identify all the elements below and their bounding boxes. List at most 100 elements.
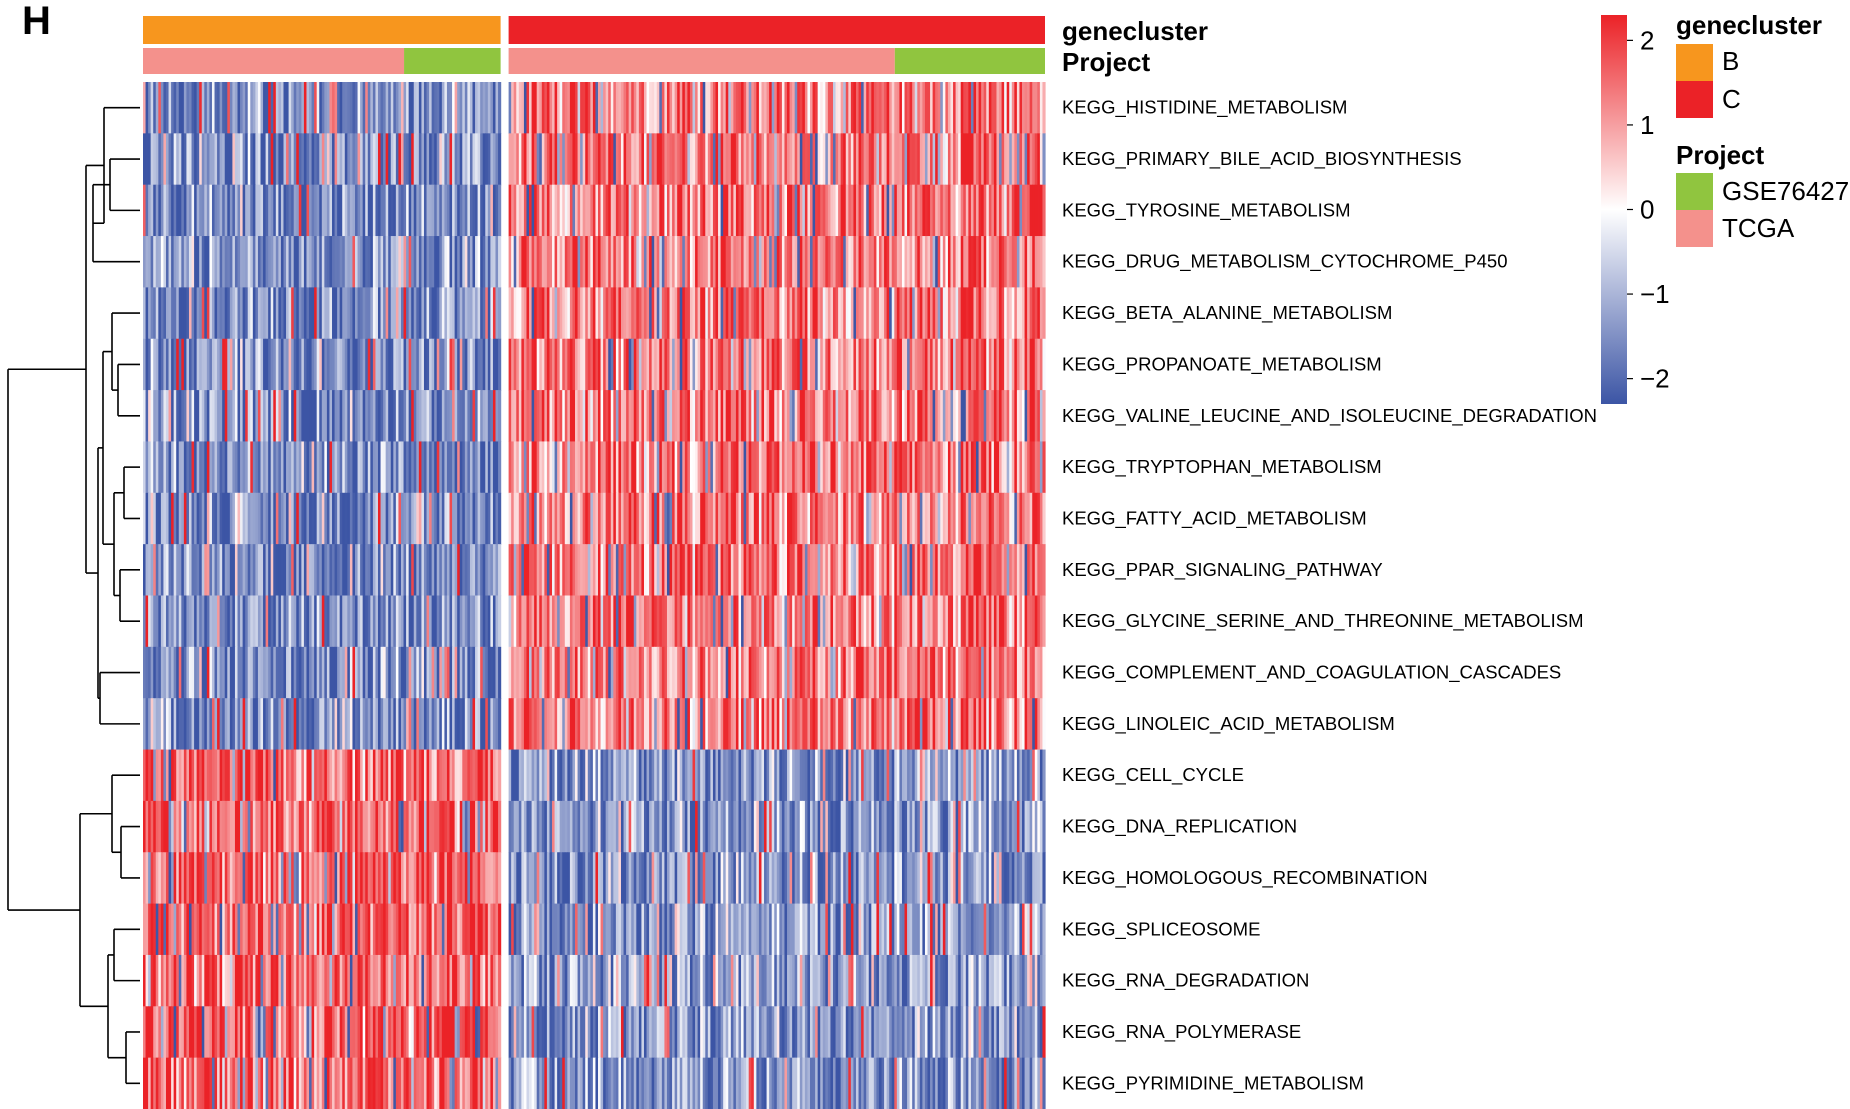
heatmap-cell [459,698,463,751]
heatmap-row [143,595,1046,648]
heatmap-cell [1034,749,1038,802]
heatmap-cell [746,287,750,340]
heatmap-cell [715,184,719,237]
heatmap-cell [314,646,318,699]
heatmap-cell [743,646,747,699]
heatmap-cell [968,441,972,494]
heatmap-cell [935,236,939,288]
heatmap-cell [789,698,793,751]
heatmap-cell [853,492,857,545]
heatmap-cell [603,390,607,443]
heatmap-cell [955,133,959,186]
heatmap-cell [546,646,551,699]
heatmap-cell [201,184,205,237]
heatmap-cell [595,441,599,494]
heatmap-cell [469,441,474,494]
heatmap-cell [702,595,706,648]
heatmap-cell [163,595,167,648]
heatmap-cell [1029,544,1033,597]
heatmap-cell [388,338,392,391]
heatmap-cell [183,749,188,802]
heatmap-cell [357,338,361,391]
heatmap-cell [385,698,389,751]
heatmap-cell [288,390,292,443]
heatmap-cell [342,544,346,597]
heatmap-cell [761,595,765,648]
heatmap-cell [672,82,676,134]
heatmap-cell [654,646,658,699]
heatmap-cell [557,338,561,391]
heatmap-cell [441,544,445,597]
heatmap-cell [592,544,597,597]
heatmap-cell [1004,698,1008,751]
heatmap-cell [855,441,860,494]
heatmap-cell [240,492,244,545]
heatmap-cell [209,749,213,802]
heatmap-cell [370,441,374,494]
heatmap-cell [641,595,645,648]
heatmap-cell [643,492,648,545]
heatmap-cell [562,236,566,288]
heatmap-cell [521,646,525,699]
heatmap-cell [326,133,331,186]
heatmap-cell [188,287,193,340]
heatmap-cell [209,82,213,134]
heatmap-cell [518,698,522,751]
heatmap-cell [572,544,576,597]
heatmap-cell [1016,236,1021,288]
heatmap-cell [490,544,494,597]
heatmap-cell [516,492,520,545]
heatmap-cell [296,287,300,340]
heatmap-cell [615,749,620,802]
heatmap-cell [380,236,384,288]
heatmap-cell [728,646,732,699]
heatmap-cell [968,184,972,237]
heatmap-cell [656,441,660,494]
heatmap-cell [400,184,405,237]
heatmap-cell [557,595,561,648]
heatmap-cell [815,390,819,443]
heatmap-cell [171,800,175,853]
heatmap-cell [817,646,821,699]
heatmap-cell [347,595,351,648]
heatmap-cell [480,287,484,340]
heatmap-cell [339,82,343,134]
heatmap-cell [868,698,872,751]
heatmap-cell [188,133,193,186]
heatmap-cell [418,492,423,545]
heatmap-cell [792,646,796,699]
heatmap-cell [832,390,837,443]
heatmap-cell [702,133,706,186]
heatmap-cell [764,184,768,237]
heatmap-cell [275,492,279,545]
heatmap-cell [996,492,1000,545]
heatmap-cell [188,441,193,494]
heatmap-cell [155,236,159,288]
heatmap-cell [1022,544,1026,597]
heatmap-cell [575,698,579,751]
heatmap-cell [991,133,995,186]
heatmap-cell [912,441,916,494]
heatmap-cell [155,390,159,443]
heatmap-cell [628,698,632,751]
heatmap-cell [347,749,351,802]
heatmap-cell [296,492,300,545]
heatmap-cell [595,698,599,751]
heatmap-cell [575,492,579,545]
heatmap-cell [784,82,788,134]
heatmap-cell [832,338,837,391]
heatmap-cell [344,338,348,391]
heatmap-cell [838,698,842,751]
heatmap-cell [546,338,551,391]
heatmap-cell [552,544,556,597]
heatmap-cell [728,595,732,648]
heatmap-cell [718,184,722,237]
heatmap-cell [756,441,760,494]
heatmap-cell [163,287,167,340]
heatmap-cell [413,338,417,391]
heatmap-cell [613,287,617,340]
heatmap-cell [855,133,860,186]
heatmap-cell [324,441,328,494]
heatmap-cell [661,544,666,597]
heatmap-cell [991,646,995,699]
